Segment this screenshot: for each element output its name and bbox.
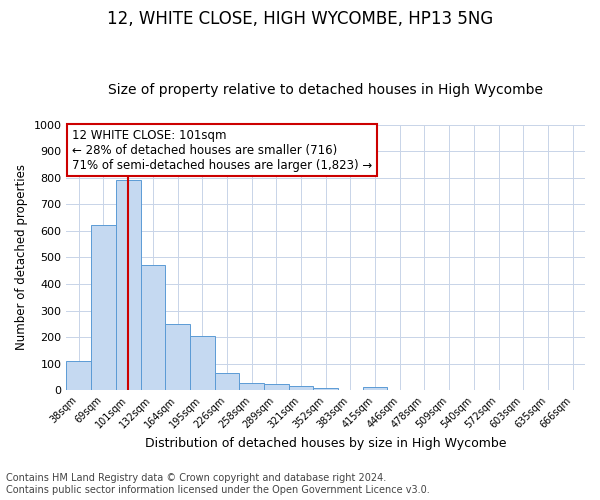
Title: Size of property relative to detached houses in High Wycombe: Size of property relative to detached ho… <box>108 83 543 97</box>
Bar <box>190 336 215 390</box>
Bar <box>289 386 313 390</box>
Bar <box>116 180 140 390</box>
Bar <box>264 384 289 390</box>
Bar <box>313 388 338 390</box>
Bar <box>67 361 91 390</box>
Text: Contains HM Land Registry data © Crown copyright and database right 2024.
Contai: Contains HM Land Registry data © Crown c… <box>6 474 430 495</box>
X-axis label: Distribution of detached houses by size in High Wycombe: Distribution of detached houses by size … <box>145 437 506 450</box>
Bar <box>363 387 388 390</box>
Text: 12, WHITE CLOSE, HIGH WYCOMBE, HP13 5NG: 12, WHITE CLOSE, HIGH WYCOMBE, HP13 5NG <box>107 10 493 28</box>
Text: 12 WHITE CLOSE: 101sqm
← 28% of detached houses are smaller (716)
71% of semi-de: 12 WHITE CLOSE: 101sqm ← 28% of detached… <box>71 128 372 172</box>
Bar <box>239 383 264 390</box>
Y-axis label: Number of detached properties: Number of detached properties <box>15 164 28 350</box>
Bar <box>165 324 190 390</box>
Bar <box>215 374 239 390</box>
Bar <box>140 266 165 390</box>
Bar <box>91 226 116 390</box>
